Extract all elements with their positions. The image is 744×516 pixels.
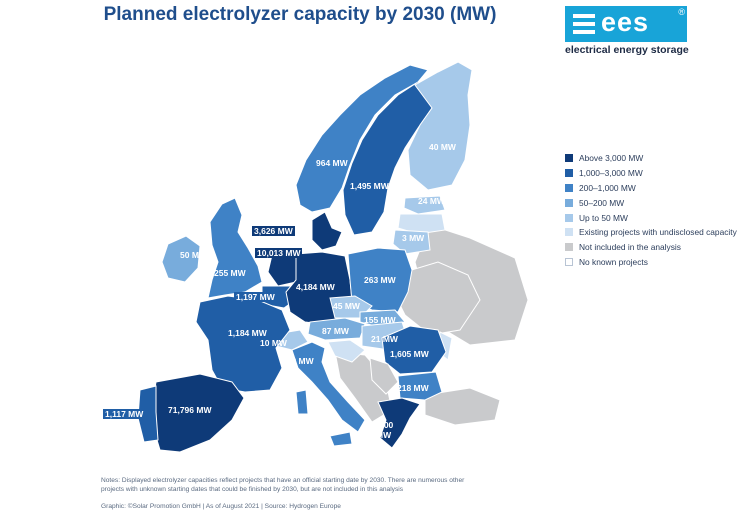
legend-item: 1,000–3,000 MW	[565, 166, 737, 181]
label-netherlands: 10,013 MW	[255, 248, 303, 258]
label-greece-line1: 5,000	[372, 420, 394, 430]
region-turkey	[424, 387, 501, 426]
region-serbia	[369, 357, 399, 395]
legend-label: Up to 50 MW	[579, 212, 628, 223]
region-croatia	[327, 339, 366, 363]
logo-word: ees	[601, 7, 650, 37]
legend-swatch	[565, 154, 573, 163]
notes-text: Notes: Displayed electrolyzer capacities…	[101, 477, 465, 493]
region-western-balkans	[334, 351, 393, 423]
logo-box: ees ®	[565, 6, 687, 42]
legend-label: 200–1,000 MW	[579, 182, 636, 193]
logo-registered-mark: ®	[678, 7, 685, 17]
legend-item: No known projects	[565, 255, 737, 270]
logo-tagline: electrical energy storage	[565, 44, 689, 56]
label-greece-line2: MW	[376, 430, 392, 440]
label-hungary: 21 MW	[371, 334, 398, 344]
label-switzerland: 10 MW	[260, 338, 287, 348]
legend-label: 50–200 MW	[579, 197, 625, 208]
region-sweden	[342, 81, 433, 236]
legend-label: Existing projects with undisclosed capac…	[579, 227, 737, 238]
label-poland: 263 MW	[364, 275, 396, 285]
credit-text: Graphic: ©Solar Promotion GmbH | As of A…	[101, 503, 341, 510]
region-uk	[207, 197, 263, 299]
legend-swatch	[565, 169, 573, 178]
label-norway: 964 MW	[316, 158, 348, 168]
label-bulgaria: 218 MW	[397, 383, 429, 393]
region-lithuania	[392, 229, 431, 255]
legend-item: 200–1,000 MW	[565, 181, 737, 196]
region-sardinia	[295, 389, 309, 415]
label-romania: 1,605 MW	[390, 349, 429, 359]
label-ireland-line1: 50 MW	[180, 250, 207, 260]
region-sicily	[329, 431, 353, 447]
legend-swatch	[565, 213, 573, 222]
label-slovakia: 155 MW	[364, 315, 396, 325]
label-denmark: 3,626 MW	[252, 226, 295, 236]
region-italy	[291, 341, 366, 433]
map-title: Planned electrolyzer capacity by 2030 (M…	[103, 4, 497, 25]
label-france: 1,184 MW	[228, 328, 267, 338]
label-belgium: 1,197 MW	[234, 292, 277, 302]
region-ireland	[161, 235, 201, 283]
legend-swatch	[565, 228, 573, 237]
legend-swatch	[565, 257, 573, 266]
legend-swatch	[565, 198, 573, 207]
label-estonia: 24 MW	[418, 196, 445, 206]
legend-label: No known projects	[579, 256, 648, 267]
label-finland: 40 MW	[429, 142, 456, 152]
region-greece	[377, 397, 421, 449]
label-spain: 71,796 MW	[168, 405, 212, 415]
label-czechia: 45 MW	[333, 301, 360, 311]
legend-item: Existing projects with undisclosed capac…	[565, 225, 737, 240]
label-germany: 4,184 MW	[296, 282, 335, 292]
legend-label: 1,000–3,000 MW	[579, 168, 643, 179]
legend-item: Not included in the analysis	[565, 240, 737, 255]
legend-swatch	[565, 183, 573, 192]
region-norway	[295, 64, 429, 213]
label-portugal: 1,117 MW	[103, 409, 146, 419]
legend-label: Above 3,000 MW	[579, 153, 644, 164]
region-estonia	[403, 195, 446, 215]
logo-bars-icon	[573, 14, 595, 38]
label-sweden: 1,495 MW	[350, 181, 389, 191]
region-poland	[347, 247, 413, 313]
legend-item: Up to 50 MW	[565, 210, 737, 225]
legend: Above 3,000 MW 1,000–3,000 MW 200–1,000 MW…	[565, 151, 737, 269]
legend-item: 50–200 MW	[565, 195, 737, 210]
label-italy: 822 MW	[282, 356, 314, 366]
label-lithuania: 3 MW	[402, 233, 425, 243]
label-uk: 255 MW	[214, 268, 246, 278]
label-austria: 87 MW	[322, 326, 349, 336]
region-latvia	[397, 213, 446, 235]
legend-label: Not included in the analysis	[579, 242, 681, 253]
legend-item: Above 3,000 MW	[565, 151, 737, 166]
region-finland	[407, 61, 473, 191]
region-denmark	[311, 211, 343, 251]
legend-swatch	[565, 243, 573, 252]
ees-logo: ees ® electrical energy storage	[565, 6, 693, 61]
region-austria	[307, 317, 366, 341]
region-bulgaria	[397, 371, 443, 401]
